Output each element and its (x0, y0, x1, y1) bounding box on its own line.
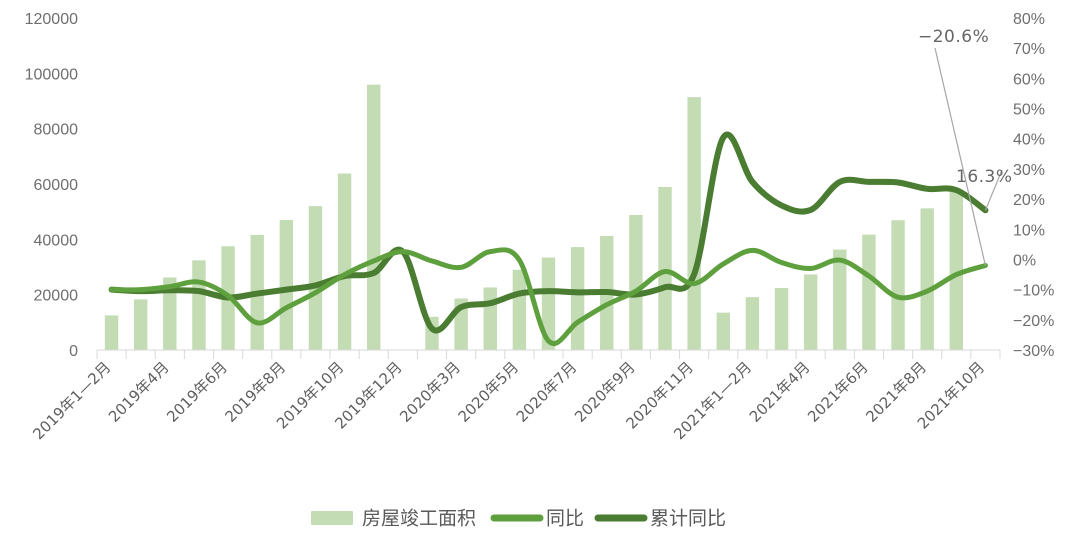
bar (629, 214, 643, 350)
right-axis-tick-label: 80% (1013, 11, 1045, 28)
right-axis-tick-label: −30% (1013, 343, 1054, 360)
bar (658, 187, 672, 350)
right-axis-tick-label: 0% (1013, 252, 1036, 269)
left-axis: 0 20000 40000 60000 80000 100000 120000 (25, 11, 78, 360)
right-axis-tick-label: 10% (1013, 222, 1045, 239)
bar (949, 191, 964, 350)
right-axis-tick-label: 50% (1013, 102, 1045, 119)
right-axis-tick-label: −20% (1013, 313, 1054, 330)
bar (774, 288, 789, 350)
annotation-cumulative-value: 16.3% (956, 167, 1013, 187)
bar (337, 173, 352, 350)
right-axis-tick-label: 60% (1013, 71, 1045, 88)
bar (104, 315, 119, 350)
bar (803, 274, 818, 350)
bar (716, 312, 730, 350)
bar (570, 247, 585, 350)
bar (512, 269, 527, 350)
category-axis (96, 349, 1001, 359)
bar (192, 260, 206, 350)
right-axis-tick-label: 30% (1013, 162, 1045, 179)
leader-line-cumulative (984, 169, 1003, 211)
bar (163, 277, 177, 350)
annotations: −20.6% 16.3% (918, 27, 1013, 266)
bar (483, 287, 497, 350)
legend-label: 房屋竣工面积 (362, 508, 476, 530)
left-axis-tick-label: 60000 (34, 177, 79, 194)
right-axis-tick-label: −10% (1013, 283, 1054, 300)
left-axis-tick-label: 80000 (34, 122, 79, 139)
annotation-yoy-value: −20.6% (918, 27, 989, 47)
bar (687, 97, 701, 350)
bar (541, 257, 556, 350)
bar (833, 249, 847, 350)
legend-swatch-bar (311, 511, 353, 525)
chart-legend: 房屋竣工面积 同比 累计同比 (311, 508, 726, 530)
bar (745, 297, 760, 350)
bar (862, 234, 876, 350)
line-path (108, 131, 989, 334)
left-axis-tick-label: 40000 (34, 232, 79, 249)
left-axis-tick-label: 120000 (25, 11, 78, 28)
bar (133, 299, 148, 350)
line-series-同比 (109, 247, 988, 346)
bar (367, 84, 381, 351)
right-axis-tick-label: 70% (1013, 41, 1045, 58)
bar (279, 219, 294, 350)
line-series-累计同比 (108, 131, 989, 334)
left-axis-tick-label: 100000 (25, 66, 78, 83)
left-axis-tick-label: 20000 (34, 288, 79, 305)
line-path (109, 247, 988, 346)
right-axis: −30% −20% −10% 0% 10% 20% 30% 40% 50% 60% 70% 80% (1013, 11, 1054, 360)
legend-label: 累计同比 (650, 508, 726, 530)
right-axis-tick-label: 40% (1013, 132, 1045, 149)
bar (308, 206, 323, 350)
bar (920, 208, 934, 350)
leader-line-yoy (934, 47, 986, 266)
left-axis-tick-label: 0 (69, 343, 78, 360)
bar (891, 220, 905, 350)
right-axis-tick-label: 20% (1013, 192, 1045, 209)
legend-label: 同比 (546, 508, 584, 530)
